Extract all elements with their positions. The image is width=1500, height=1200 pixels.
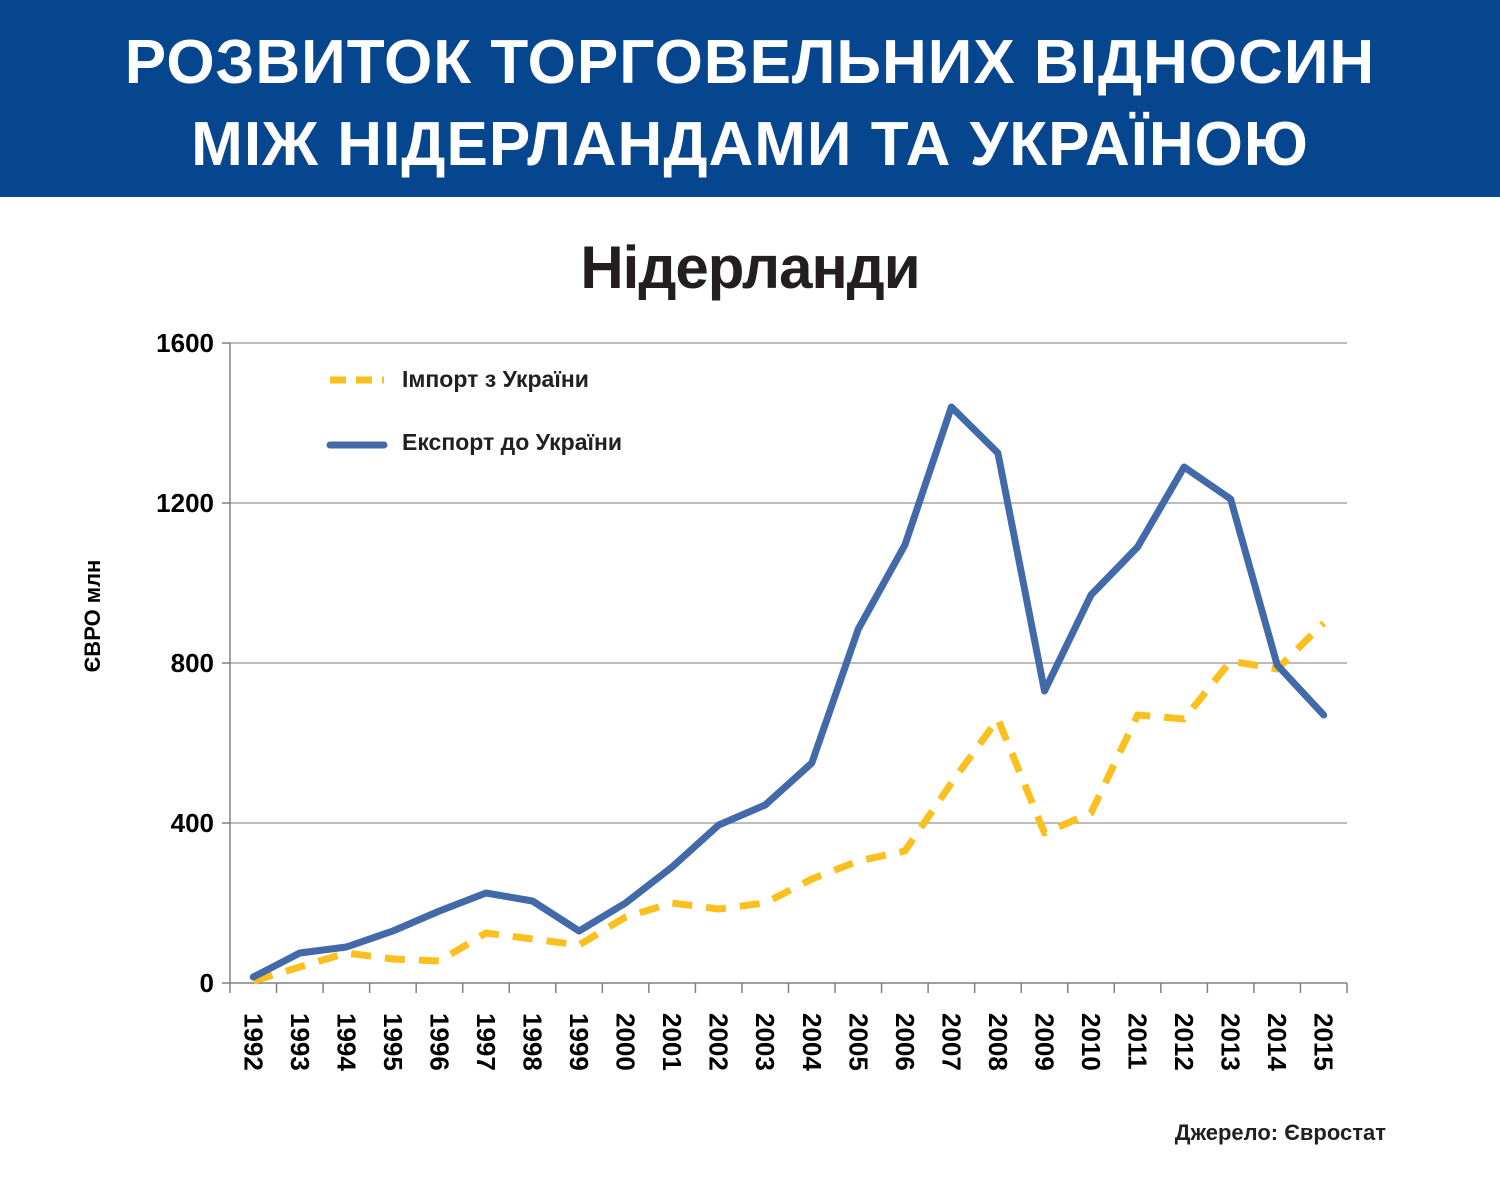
legend: Імпорт з України Експорт до України — [326, 366, 622, 455]
x-tick-label: 1997 — [471, 1013, 501, 1071]
x-tick-label: 2006 — [890, 1013, 920, 1071]
x-tick-label: 2011 — [1123, 1013, 1153, 1069]
x-tick-label: 2000 — [611, 1013, 641, 1071]
y-tick-label: 400 — [171, 808, 214, 838]
y-axis-ticks: 0 400 800 1200 1600 — [156, 328, 230, 998]
x-tick-label: 2010 — [1076, 1013, 1106, 1071]
import-series-line — [252, 620, 1327, 985]
y-tick-label: 1200 — [156, 488, 214, 518]
x-tick-label: 1993 — [285, 1013, 315, 1071]
x-tick-label: 2014 — [1262, 1013, 1292, 1071]
x-tick-label: 2003 — [750, 1013, 780, 1071]
x-tick-label: 1992 — [238, 1013, 268, 1071]
x-tick-label: 1996 — [424, 1013, 454, 1071]
x-tick-label: 2005 — [843, 1013, 873, 1071]
x-tick-label: 2007 — [936, 1013, 966, 1071]
x-tick-label: 2009 — [1029, 1013, 1059, 1071]
title-line-2: МІЖ НІДЕРЛАНДАМИ ТА УКРАЇНОЮ — [191, 110, 1309, 179]
legend-export-label: Експорт до України — [402, 429, 622, 455]
x-tick-label: 2002 — [704, 1013, 734, 1071]
x-tick-label: 2012 — [1169, 1013, 1199, 1071]
x-axis-ticks: 1992 1993 1994 1995 1996 1997 1998 1999 2000 2001… — [229, 983, 1348, 1071]
y-tick-label: 0 — [200, 968, 214, 998]
title-line-1: РОЗВИТОК ТОРГОВЕЛЬНИХ ВІДНОСИН — [124, 28, 1376, 97]
x-tick-label: 2008 — [983, 1013, 1013, 1071]
y-axis-label: ЄВРО млн — [80, 560, 105, 673]
x-tick-label: 2004 — [797, 1013, 827, 1071]
chart-title: Нідерланди — [580, 234, 920, 301]
x-tick-label: 1995 — [378, 1013, 408, 1071]
export-series-line — [249, 403, 1328, 981]
x-tick-label: 2015 — [1309, 1013, 1339, 1071]
x-tick-label: 1998 — [518, 1013, 548, 1071]
source-note: Джерело: Євростат — [1174, 1120, 1386, 1145]
x-tick-label: 1994 — [331, 1013, 361, 1071]
title-banner: РОЗВИТОК ТОРГОВЕЛЬНИХ ВІДНОСИН МІЖ НІДЕР… — [0, 0, 1500, 197]
y-tick-label: 800 — [171, 648, 214, 678]
series-lines — [249, 403, 1328, 985]
x-tick-label: 2013 — [1216, 1013, 1246, 1071]
grid-lines — [230, 342, 1347, 824]
x-tick-label: 1999 — [564, 1013, 594, 1071]
legend-import-label: Імпорт з України — [402, 366, 589, 392]
y-tick-label: 1600 — [156, 328, 214, 358]
x-tick-label: 2001 — [657, 1013, 687, 1071]
